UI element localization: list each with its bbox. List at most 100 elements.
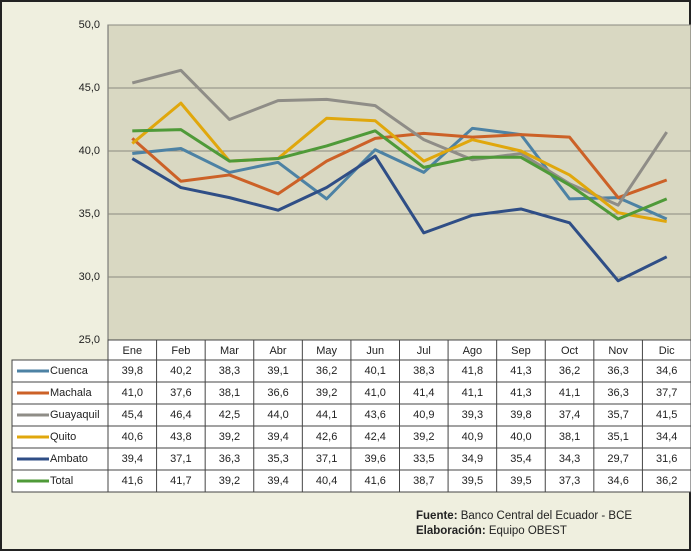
table-value: 40,0 (510, 431, 531, 443)
legend-label: Cuenca (50, 365, 89, 377)
table-value: 36,2 (316, 365, 337, 377)
table-value: 41,3 (510, 387, 531, 399)
table-value: 44,0 (267, 409, 288, 421)
table-value: 38,3 (413, 365, 434, 377)
table-value: 34,6 (607, 475, 628, 487)
table-value: 41,0 (364, 387, 385, 399)
legend-label: Machala (50, 387, 92, 399)
legend-label: Ambato (50, 453, 88, 465)
table-value: 42,4 (364, 431, 385, 443)
table-value: 41,1 (559, 387, 580, 399)
table-value: 35,1 (607, 431, 628, 443)
table-value: 39,8 (122, 365, 143, 377)
table-value: 40,1 (364, 365, 385, 377)
table-value: 45,4 (122, 409, 143, 421)
credit-text: Equipo OBEST (489, 525, 567, 537)
legend-label: Quito (50, 431, 76, 443)
table-value: 41,8 (462, 365, 483, 377)
table-value: 39,4 (267, 475, 288, 487)
table-value: 37,1 (316, 453, 337, 465)
table-value: 39,8 (510, 409, 531, 421)
table-value: 39,3 (462, 409, 483, 421)
x-tick-label: Jul (417, 345, 431, 357)
x-tick-label: Abr (269, 345, 286, 357)
table-value: 40,9 (462, 431, 483, 443)
table-value: 41,1 (462, 387, 483, 399)
table-value: 39,1 (267, 365, 288, 377)
table-value: 37,6 (170, 387, 191, 399)
x-tick-label: Feb (171, 345, 190, 357)
legend-label: Total (50, 475, 73, 487)
table-value: 41,7 (170, 475, 191, 487)
table-value: 36,3 (607, 365, 628, 377)
y-tick-label: 45,0 (79, 82, 100, 94)
table-value: 37,7 (656, 387, 677, 399)
series-line (131, 131, 668, 200)
series-line (131, 68, 668, 207)
table-value: 40,9 (413, 409, 434, 421)
credit-label: Elaboración: (416, 525, 486, 537)
table-value: 43,8 (170, 431, 191, 443)
source-text: Banco Central del Ecuador - BCE (461, 510, 633, 522)
table-value: 41,4 (413, 387, 434, 399)
table-value: 40,4 (316, 475, 337, 487)
table-value: 38,1 (219, 387, 240, 399)
table-value: 33,5 (413, 453, 434, 465)
series-line (132, 126, 668, 221)
table-value: 42,5 (219, 409, 240, 421)
table-value: 39,4 (267, 431, 288, 443)
table-value: 34,4 (656, 431, 677, 443)
x-tick-label: May (316, 345, 337, 357)
y-tick-label: 30,0 (79, 271, 100, 283)
x-tick-label: Oct (561, 345, 578, 357)
table-value: 41,3 (510, 365, 531, 377)
table-value: 35,7 (607, 409, 628, 421)
table-value: 39,2 (413, 431, 434, 443)
table-value: 39,2 (219, 431, 240, 443)
table-value: 36,3 (219, 453, 240, 465)
table-value: 37,4 (559, 409, 580, 421)
y-tick-label: 40,0 (79, 145, 100, 157)
table-value: 37,1 (170, 453, 191, 465)
table-value: 34,6 (656, 365, 677, 377)
table-value: 29,7 (607, 453, 628, 465)
y-tick-label: 35,0 (79, 208, 100, 220)
series-line (131, 101, 667, 224)
table-value: 42,6 (316, 431, 337, 443)
x-tick-label: Ene (123, 345, 143, 357)
x-tick-label: Mar (220, 345, 239, 357)
table-value: 31,6 (656, 453, 677, 465)
table-value: 38,1 (559, 431, 580, 443)
table-value: 41,6 (364, 475, 385, 487)
table-value: 41,5 (656, 409, 677, 421)
table-value: 37,3 (559, 475, 580, 487)
table-value: 39,6 (364, 453, 385, 465)
x-tick-label: Ago (463, 345, 483, 357)
table-value: 36,2 (559, 365, 580, 377)
table-value: 44,1 (316, 409, 337, 421)
table-value: 39,5 (462, 475, 483, 487)
table-value: 34,3 (559, 453, 580, 465)
table-value: 34,9 (462, 453, 483, 465)
x-tick-label: Nov (608, 345, 628, 357)
table-value: 35,3 (267, 453, 288, 465)
table-value: 38,3 (219, 365, 240, 377)
table-value: 39,5 (510, 475, 531, 487)
y-tick-label: 25,0 (79, 334, 100, 346)
y-tick-label: 50,0 (79, 19, 100, 31)
table-value: 39,4 (122, 453, 143, 465)
table-value: 41,6 (122, 475, 143, 487)
table-value: 36,6 (267, 387, 288, 399)
table-value: 43,6 (364, 409, 385, 421)
table-value: 39,2 (316, 387, 337, 399)
series-line (131, 154, 668, 283)
table-value: 40,6 (122, 431, 143, 443)
x-tick-label: Dic (659, 345, 675, 357)
table-value: 46,4 (170, 409, 191, 421)
table-value: 38,7 (413, 475, 434, 487)
table-value: 35,4 (510, 453, 531, 465)
table-value: 36,2 (656, 475, 677, 487)
table-value: 41,0 (122, 387, 143, 399)
source: Fuente: Banco Central del Ecuador - BCE (416, 510, 632, 522)
